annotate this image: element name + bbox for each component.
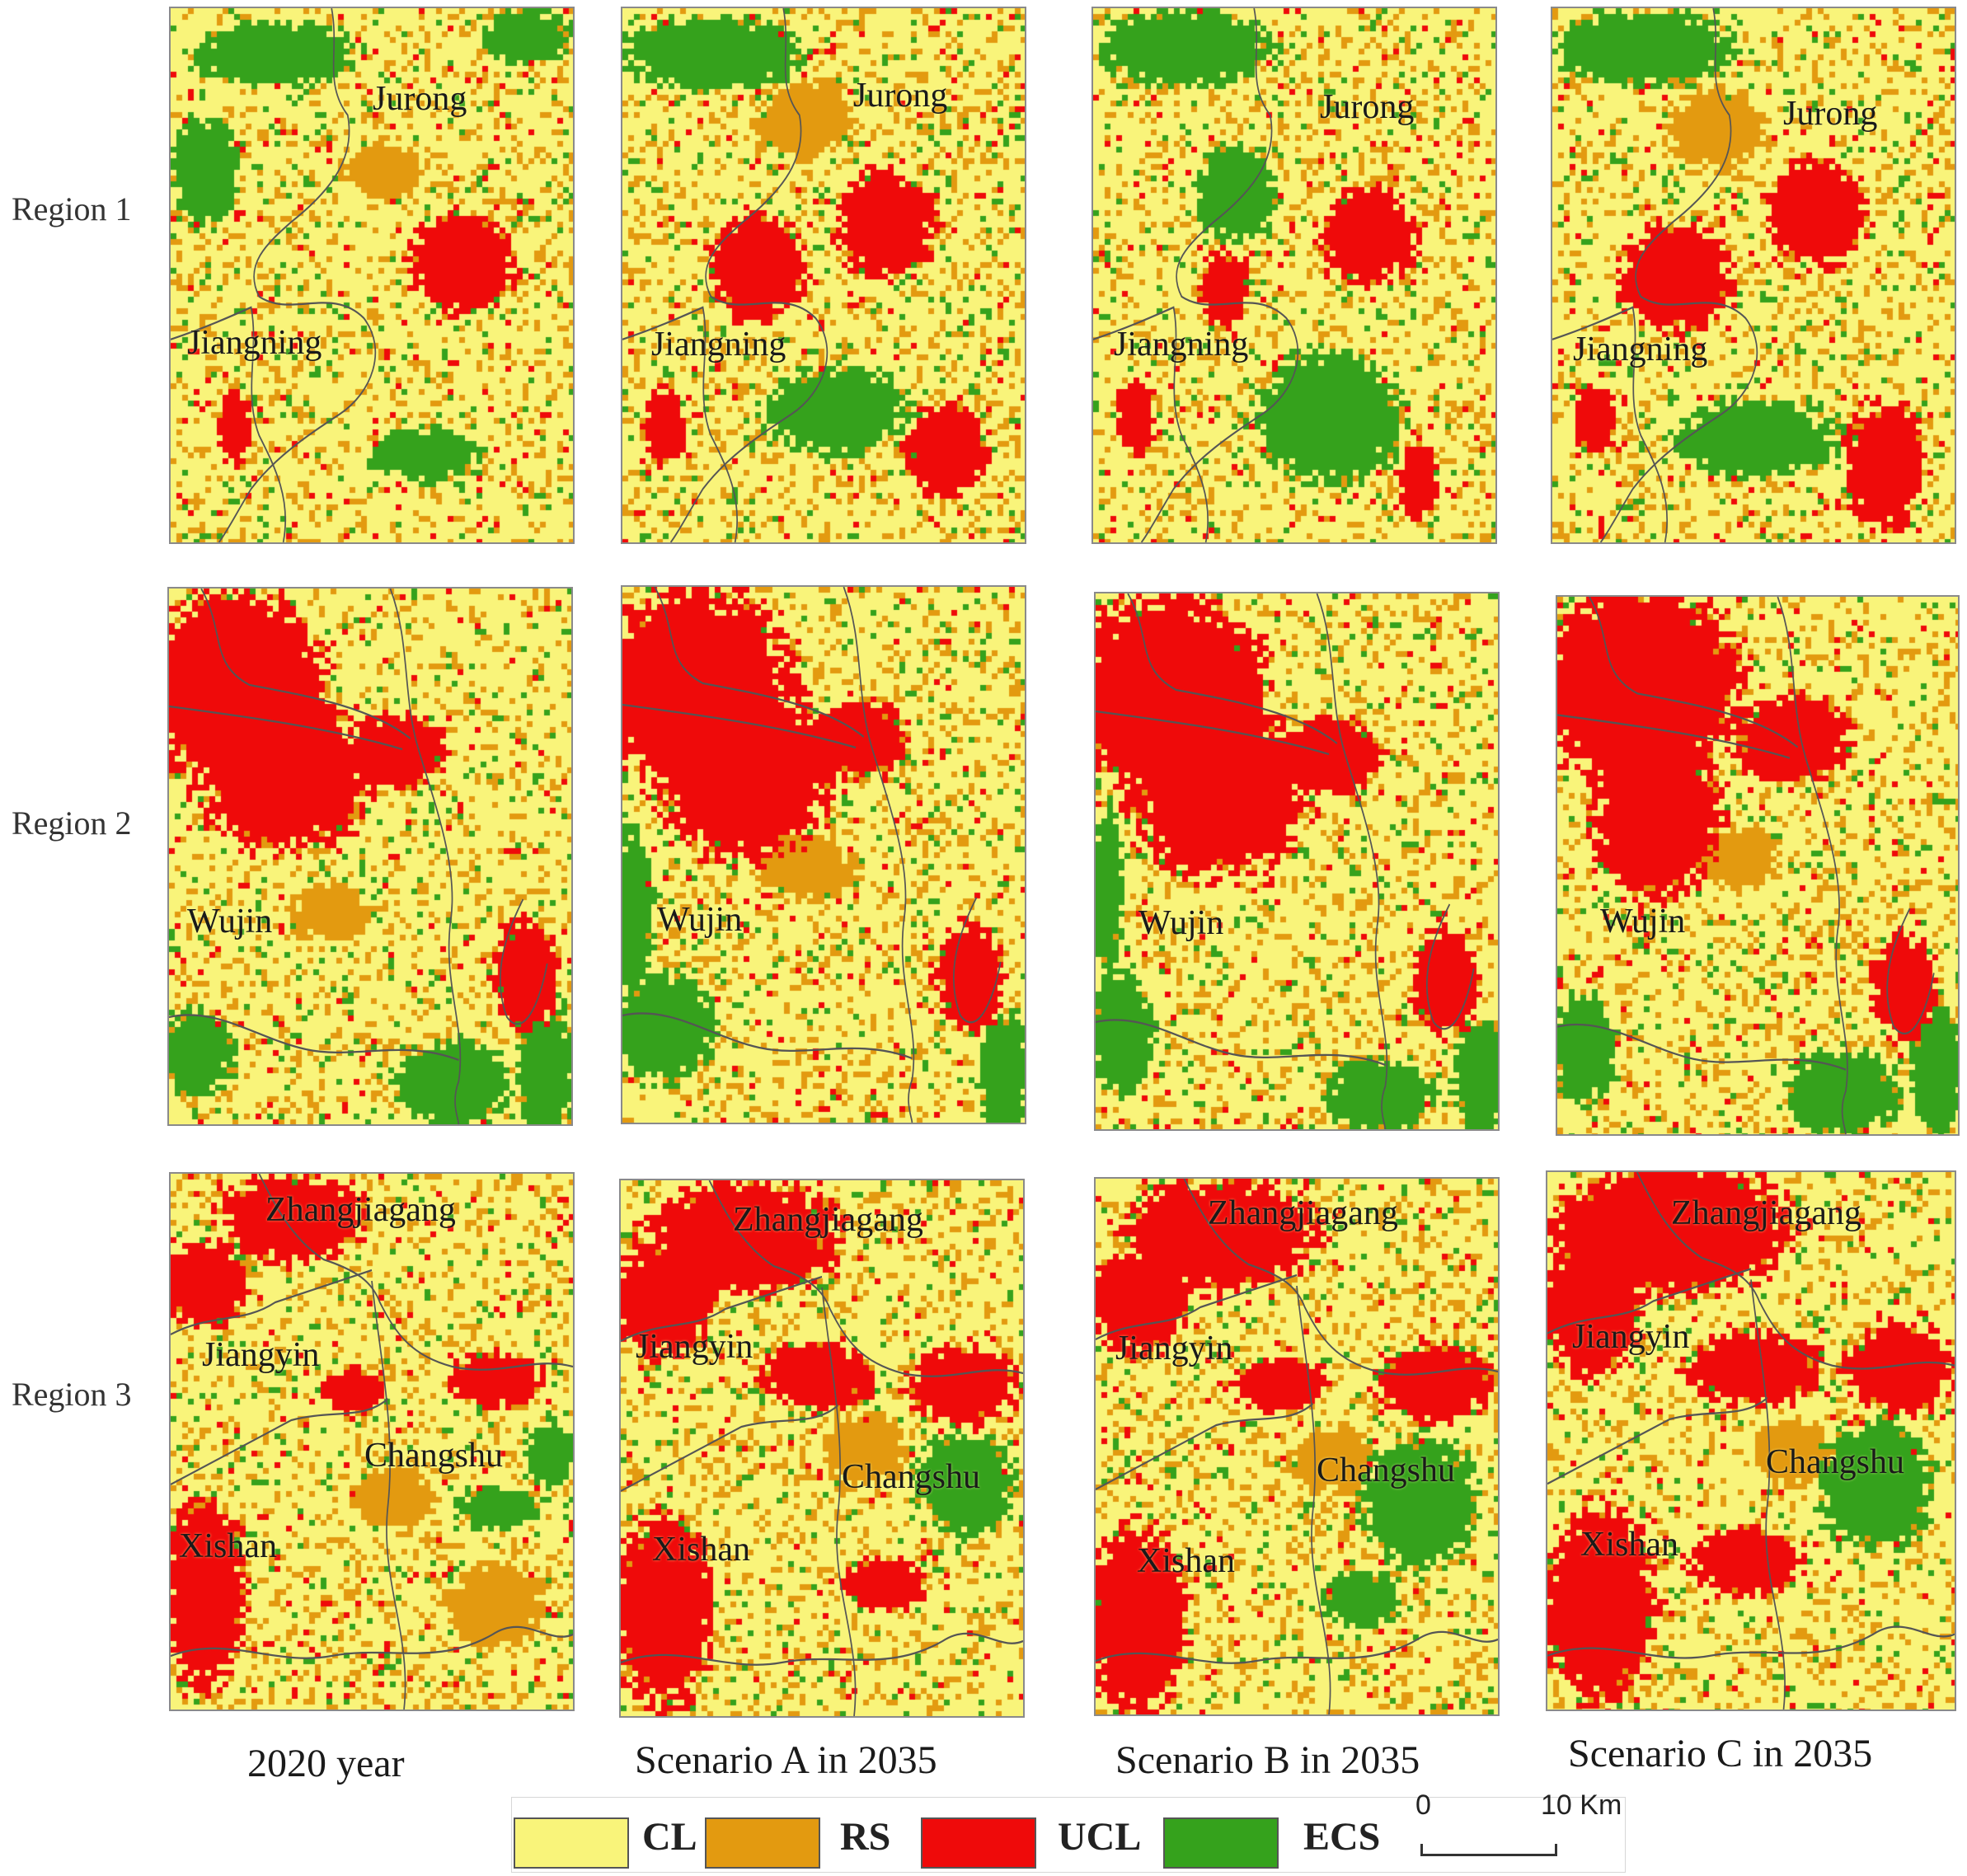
legend-swatch-ecs [1163,1817,1279,1869]
district-boundaries [622,8,829,542]
place-label-jiangyin: Jiangyin [202,1336,320,1374]
place-label-zhangjiagang: Zhangjiagang [1208,1194,1398,1232]
scale-bar-tick-start [1420,1844,1423,1856]
row-label-region-1: Region 1 [12,190,132,227]
district-boundaries [1547,1172,1955,1710]
place-label-jiangning: Jiangning [651,326,786,363]
map-region1-scenario-c: Jurong Jiangning [1551,7,1956,544]
map-region1-2020: Jurong Jiangning [169,7,575,544]
place-label-changshu: Changshu [364,1437,503,1475]
place-label-zhangjiagang: Zhangjiagang [1671,1194,1861,1232]
place-label-changshu: Changshu [1766,1443,1904,1481]
place-label-jurong: Jurong [373,80,467,118]
legend-label-cl: CL [642,1815,697,1859]
place-label-xishan: Xishan [652,1531,750,1569]
place-label-xishan: Xishan [1580,1526,1678,1564]
scale-bar-tick-end [1555,1844,1557,1856]
scale-bar [1420,1854,1557,1856]
place-label-zhangjiagang: Zhangjiagang [733,1201,923,1239]
place-label-jiangyin: Jiangyin [1572,1318,1690,1356]
place-label-wujin: Wujin [1138,904,1224,942]
map-region2-scenario-b: Wujin [1094,592,1500,1131]
map-region3-scenario-b: Zhangjiagang Jiangyin Changshu Xishan [1094,1177,1500,1716]
place-label-jurong: Jurong [1320,88,1415,126]
legend-label-rs: RS [840,1815,891,1859]
row-label-region-2: Region 2 [12,804,132,842]
map-region3-scenario-c: Zhangjiagang Jiangyin Changshu Xishan [1546,1170,1956,1711]
legend: CL RS UCL ECS 0 10 Km [511,1789,1626,1873]
district-boundaries [1093,8,1299,542]
map-region1-scenario-b: Jurong Jiangning [1091,7,1497,544]
place-label-jiangyin: Jiangyin [636,1328,753,1366]
legend-swatch-rs [705,1817,820,1869]
column-label-scenario-c: Scenario C in 2035 [1568,1732,1873,1775]
place-label-jurong: Jurong [853,77,948,115]
place-label-changshu: Changshu [842,1458,980,1496]
place-label-zhangjiagang: Zhangjiagang [265,1191,456,1229]
district-boundaries [171,1174,573,1710]
column-label-2020: 2020 year [247,1742,405,1785]
legend-swatch-ucl [921,1817,1036,1869]
map-region3-scenario-a: Zhangjiagang Jiangyin Changshu Xishan [619,1179,1025,1718]
district-boundaries [1096,1179,1498,1714]
place-label-jurong: Jurong [1783,95,1878,133]
district-boundaries [1552,8,1758,542]
column-label-scenario-b: Scenario B in 2035 [1115,1738,1420,1782]
legend-label-ucl: UCL [1058,1815,1142,1859]
map-region2-scenario-a: Wujin [621,585,1026,1124]
place-label-wujin: Wujin [1600,903,1686,940]
scale-bar-start-label: 0 [1415,1789,1431,1821]
district-boundaries [621,1180,1023,1716]
legend-label-ecs: ECS [1303,1815,1381,1859]
place-label-jiangning: Jiangning [1573,331,1708,368]
legend-swatch-cl [514,1817,629,1869]
place-label-xishan: Xishan [179,1527,277,1565]
district-boundaries [622,587,1002,1123]
place-label-jiangning: Jiangning [187,324,322,362]
scale-bar-end-label: 10 Km [1541,1789,1622,1821]
place-label-wujin: Wujin [187,903,273,940]
place-label-wujin: Wujin [657,901,743,939]
district-boundaries [171,8,377,542]
row-label-region-3: Region 3 [12,1376,132,1413]
column-label-scenario-a: Scenario A in 2035 [635,1738,937,1782]
map-region3-2020: Zhangjiagang Jiangyin Changshu Xishan [169,1172,575,1711]
district-boundaries [1557,597,1935,1134]
place-label-jiangyin: Jiangyin [1115,1330,1233,1367]
map-region1-scenario-a: Jurong Jiangning [621,7,1026,544]
map-region2-2020: Wujin [167,587,573,1126]
place-label-jiangning: Jiangning [1114,326,1249,363]
place-label-changshu: Changshu [1317,1452,1455,1489]
map-region2-scenario-c: Wujin [1556,595,1960,1136]
place-label-xishan: Xishan [1137,1542,1235,1580]
district-boundaries [169,589,548,1124]
district-boundaries [1096,593,1475,1129]
